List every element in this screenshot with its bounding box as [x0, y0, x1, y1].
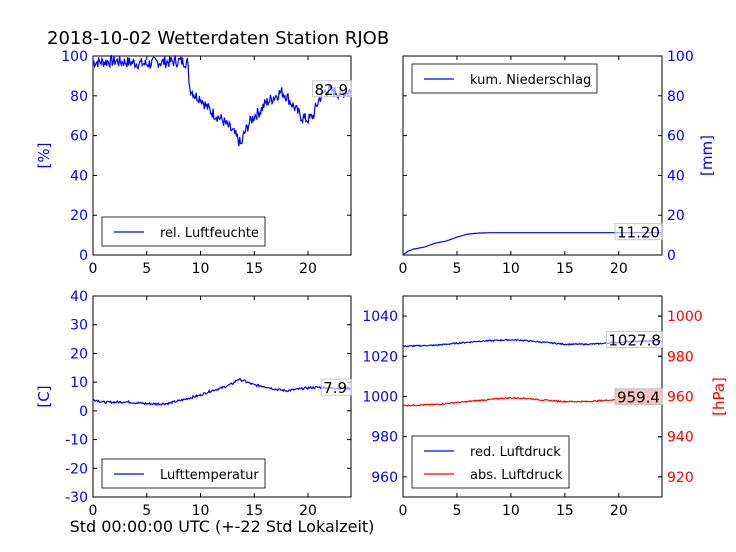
x-tick-label: 20 [610, 261, 628, 277]
x-tick-label: 15 [245, 503, 263, 519]
series-line-rel-luftfeuchte [92, 54, 352, 147]
x-tick-label: 5 [452, 503, 461, 519]
y-tick-label: 960 [371, 470, 398, 486]
y2-tick-label: 980 [667, 349, 694, 365]
y-tick-label: 20 [70, 346, 88, 362]
x-tick-label: 20 [299, 261, 317, 277]
x-tick-label: 5 [142, 503, 151, 519]
y2-tick-label: 1000 [667, 309, 703, 325]
y2-tick-label: 960 [667, 390, 694, 406]
y-tick-label: -10 [65, 433, 88, 449]
legend-entry: Lufttemperatur [160, 468, 259, 483]
last-value-label: 1027.8 [608, 332, 661, 350]
x-tick-label: 0 [399, 503, 408, 519]
y-tick-label: 1040 [362, 309, 398, 325]
y-tick-label: -20 [65, 461, 88, 477]
x-tick-label: 0 [399, 261, 408, 277]
x-axis-label: Std 00:00:00 UTC (+-22 Std Lokalzeit) [70, 517, 375, 536]
figure-title: 2018-10-02 Wetterdaten Station RJOB [47, 28, 389, 49]
y-tick-label: 0 [667, 248, 676, 264]
plot-frame-top-right [402, 55, 663, 256]
y-tick-label: 20 [70, 208, 88, 224]
y-tick-label: 80 [667, 89, 685, 105]
x-tick-label: 10 [502, 261, 520, 277]
x-tick-label: 15 [245, 261, 263, 277]
y-tick-label: 10 [70, 375, 88, 391]
y-tick-label: 100 [667, 49, 694, 65]
last-value-label: 82.9 [315, 81, 348, 99]
x-tick-label: 15 [556, 503, 574, 519]
legend-entry: rel. Luftfeuchte [160, 226, 259, 241]
y-tick-label: 60 [70, 129, 88, 145]
plot-frame-top-left [92, 55, 352, 256]
y-tick-label: 80 [70, 89, 88, 105]
x-tick-label: 20 [299, 503, 317, 519]
y-tick-label: 0 [79, 248, 88, 264]
last-value-box [606, 331, 663, 349]
legend-entry: kum. Niederschlag [470, 73, 591, 88]
last-value-label: 959.4 [617, 389, 660, 407]
x-tick-label: 0 [89, 261, 98, 277]
x-tick-label: 10 [192, 503, 210, 519]
last-value-box [320, 378, 352, 396]
last-value-box [614, 388, 663, 406]
y-tick-label: -30 [65, 490, 88, 506]
y-axis-label: [mm] [698, 135, 716, 176]
y-tick-label: 40 [70, 168, 88, 184]
y-tick-label: 1020 [362, 349, 398, 365]
x-tick-label: 20 [610, 503, 628, 519]
y-tick-label: 100 [61, 49, 88, 65]
y2-axis-label: [hPa] [710, 377, 728, 416]
y-tick-label: 60 [667, 129, 685, 145]
y2-tick-label: 940 [667, 430, 694, 446]
x-tick-label: 5 [452, 261, 461, 277]
y-tick-label: 40 [70, 289, 88, 305]
y2-tick-label: 920 [667, 470, 694, 486]
x-tick-label: 0 [89, 503, 98, 519]
x-tick-label: 10 [502, 503, 520, 519]
legend-entry: abs. Luftdruck [470, 468, 563, 483]
series-line-lufttemperatur [92, 378, 352, 406]
legend-entry: red. Luftdruck [470, 445, 561, 460]
x-tick-label: 5 [142, 261, 151, 277]
y-tick-label: 0 [79, 404, 88, 420]
last-value-label: 7.9 [323, 379, 347, 397]
last-value-box [614, 223, 663, 241]
y-tick-label: 980 [371, 430, 398, 446]
last-value-label: 11.20 [617, 224, 660, 242]
x-tick-label: 15 [556, 261, 574, 277]
last-value-box [312, 80, 352, 98]
y-tick-label: 40 [667, 168, 685, 184]
y-tick-label: 30 [70, 318, 88, 334]
plot-frame-bottom-left [92, 295, 352, 498]
y-tick-label: 20 [667, 208, 685, 224]
legend-box [411, 435, 570, 489]
y-axis-label: [C] [35, 385, 53, 407]
y-tick-label: 1000 [362, 390, 398, 406]
y-axis-label: [%] [35, 143, 53, 169]
x-tick-label: 10 [192, 261, 210, 277]
